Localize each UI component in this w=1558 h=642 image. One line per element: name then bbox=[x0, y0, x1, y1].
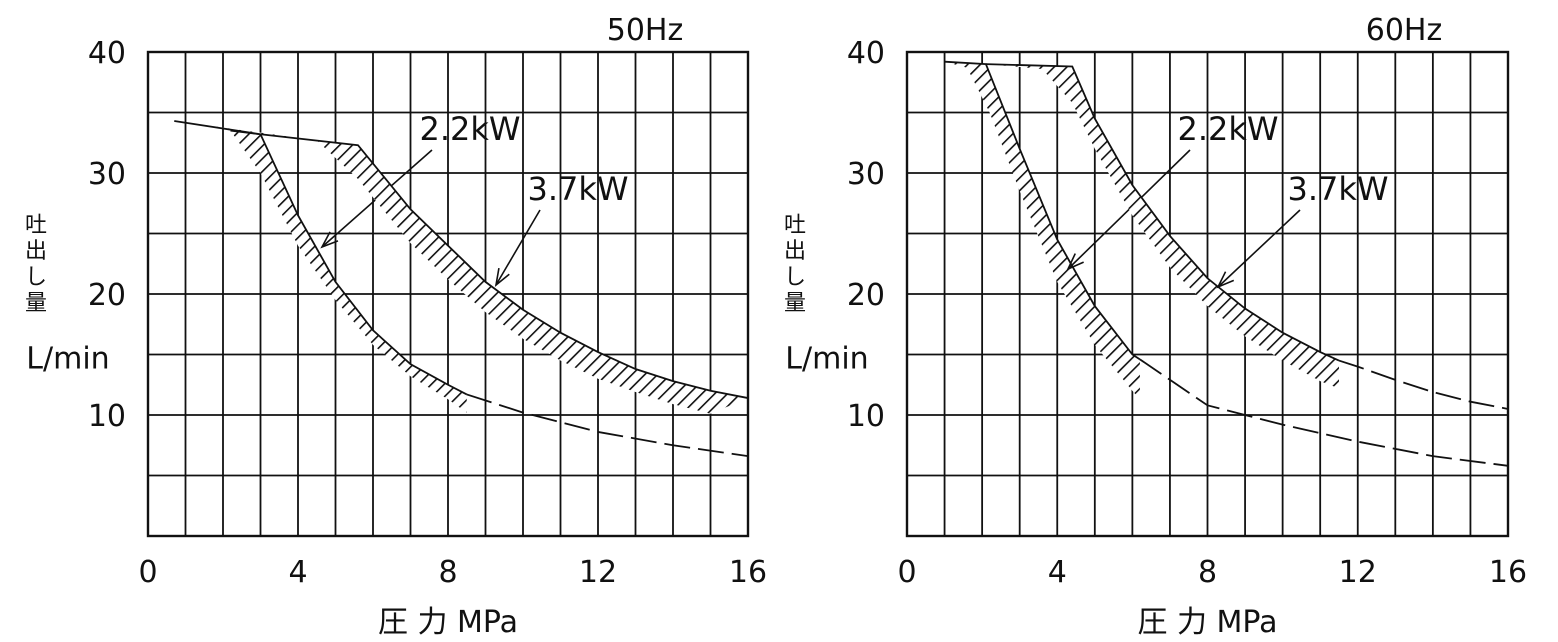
y-axis-label-char: し bbox=[25, 265, 47, 290]
x-axis-label: 圧 力 MPa bbox=[1137, 605, 1277, 637]
label-arrow-line bbox=[1217, 209, 1301, 288]
label-arrow-line bbox=[1067, 149, 1191, 270]
frequency-title: 60Hz bbox=[1366, 13, 1442, 48]
series-line bbox=[174, 120, 749, 399]
series-line bbox=[230, 129, 468, 396]
series-3.7kW: 3.7kW bbox=[985, 63, 1509, 410]
dashed-extension bbox=[466, 393, 749, 458]
series-2.2kW: 2.2kW bbox=[230, 110, 749, 458]
hatched-band bbox=[174, 120, 748, 414]
y-axis-unit: L/min bbox=[785, 342, 868, 377]
plot-frame bbox=[146, 50, 750, 538]
y-tick-label: 10 bbox=[88, 399, 126, 434]
x-tick-label: 16 bbox=[1489, 555, 1527, 590]
label-arrow-head bbox=[1066, 253, 1084, 271]
series-2.2kW: 2.2kW bbox=[944, 60, 1509, 467]
label-arrow-head bbox=[494, 268, 510, 287]
series-label: 2.2kW bbox=[419, 110, 520, 148]
y-tick-label: 10 bbox=[847, 399, 885, 434]
series-line bbox=[985, 63, 1340, 362]
x-tick-label: 8 bbox=[1198, 555, 1217, 590]
x-tick-label: 12 bbox=[579, 555, 617, 590]
series-label: 3.7kW bbox=[527, 170, 628, 208]
y-axis-label-char: 出 bbox=[25, 239, 47, 264]
x-tick-label: 4 bbox=[1048, 555, 1067, 590]
frequency-title: 50Hz bbox=[607, 13, 683, 48]
y-tick-label: 20 bbox=[88, 278, 126, 313]
hatched-band bbox=[230, 130, 467, 413]
y-tick-label: 20 bbox=[847, 278, 885, 313]
y-axis-label-char: 出 bbox=[784, 239, 806, 264]
y-axis-label-char: 量 bbox=[25, 291, 47, 316]
x-tick-label: 0 bbox=[138, 555, 157, 590]
plot-frame bbox=[905, 50, 1510, 538]
label-arrow-line bbox=[495, 209, 541, 286]
series-3.7kW: 3.7kW bbox=[174, 120, 749, 414]
x-tick-label: 12 bbox=[1339, 555, 1377, 590]
label-arrow-head bbox=[320, 231, 339, 249]
y-axis-label-char: 量 bbox=[784, 291, 806, 316]
x-axis-label: 圧 力 MPa bbox=[378, 605, 518, 637]
y-axis-label-char: し bbox=[784, 265, 806, 290]
y-tick-label: 40 bbox=[88, 36, 126, 71]
series-label: 2.2kW bbox=[1177, 110, 1278, 148]
hatched-band bbox=[944, 61, 1140, 400]
y-axis-unit: L/min bbox=[26, 342, 109, 377]
y-tick-label: 30 bbox=[847, 157, 885, 192]
label-arrow-head bbox=[1216, 271, 1235, 289]
x-tick-label: 16 bbox=[729, 555, 767, 590]
dashed-extension bbox=[1338, 359, 1509, 410]
dashed-extension bbox=[1139, 358, 1509, 467]
y-axis-label-char: 吐 bbox=[784, 213, 806, 238]
x-tick-label: 4 bbox=[288, 555, 307, 590]
y-tick-label: 40 bbox=[847, 36, 885, 71]
y-axis-label-char: 吐 bbox=[25, 213, 47, 238]
x-tick-label: 8 bbox=[438, 555, 457, 590]
y-tick-label: 30 bbox=[88, 157, 126, 192]
series-label: 3.7kW bbox=[1287, 170, 1388, 208]
x-tick-label: 0 bbox=[897, 555, 916, 590]
